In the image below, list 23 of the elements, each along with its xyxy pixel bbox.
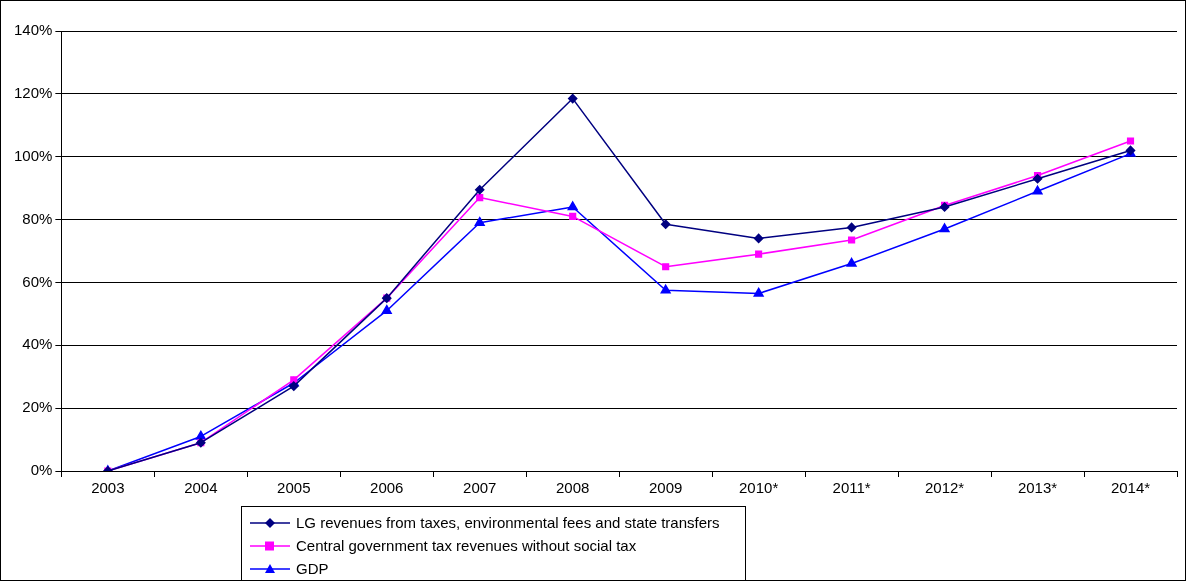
x-tick-label: 2009 — [648, 479, 683, 497]
y-tick-label: 40% — [22, 335, 53, 353]
y-tick-label: 140% — [13, 21, 53, 39]
y-tick-label: 120% — [13, 84, 53, 101]
x-tick-label: 2012* — [924, 479, 965, 497]
y-tick-label: 100% — [13, 146, 53, 164]
y-tick-label: 60% — [22, 272, 53, 290]
y-tick-label: 0% — [30, 461, 53, 479]
y-tick-label: 80% — [22, 209, 53, 227]
x-tick-label: 2005 — [277, 479, 311, 497]
x-tick-label: 2013* — [1017, 479, 1058, 497]
x-tick-label: 2011* — [832, 479, 871, 497]
legend-label: GDP — [296, 560, 329, 577]
x-tick-label: 2003 — [91, 479, 125, 497]
x-tick-label: 2008 — [556, 479, 590, 497]
x-tick-label: 2010* — [739, 479, 779, 497]
x-tick-label: 2004 — [184, 479, 218, 497]
legend-label: Central government tax revenues without social tax — [296, 537, 637, 554]
legend-label: LG revenues from taxes, environmental fees and state transfers — [296, 514, 720, 531]
x-tick-label: 2014* — [1110, 479, 1151, 497]
x-tick-label: 2007 — [463, 479, 497, 497]
y-tick-label: 20% — [22, 398, 53, 416]
x-tick-label: 2006 — [370, 479, 404, 497]
